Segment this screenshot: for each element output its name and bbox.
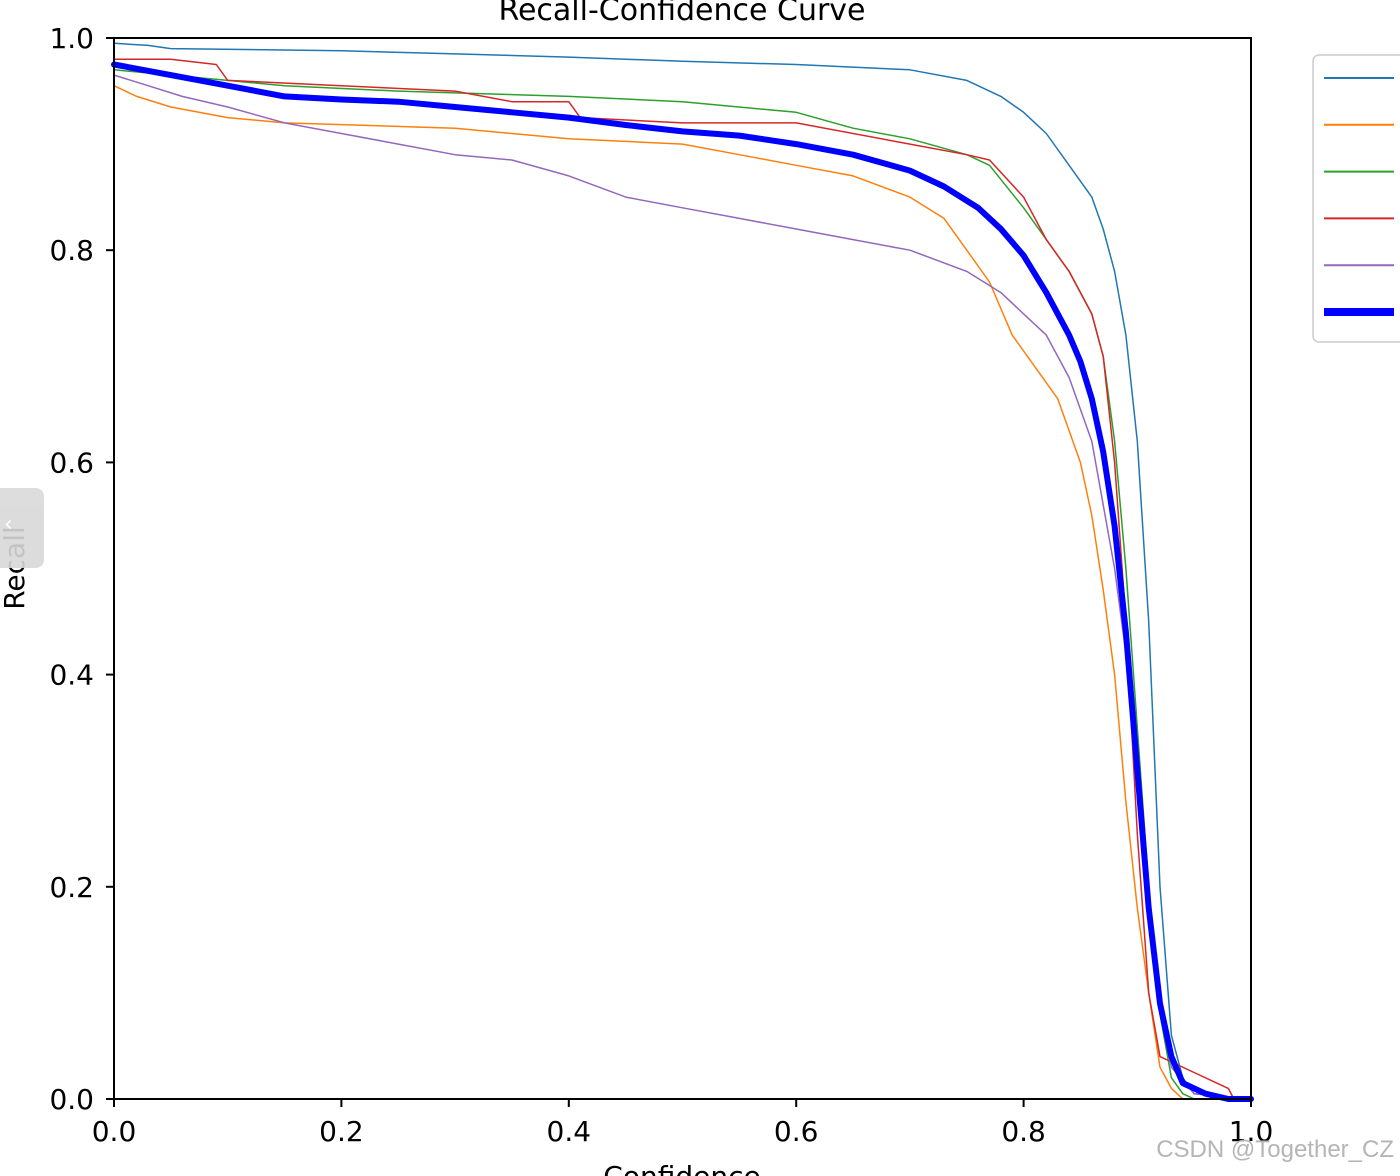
series-line-3 bbox=[113, 58, 1252, 1100]
series-line-0 bbox=[113, 42, 1252, 1100]
legend bbox=[1312, 54, 1400, 343]
series-layer bbox=[111, 42, 1254, 1102]
x-tick-label: 0.2 bbox=[319, 1115, 364, 1148]
axes-frame bbox=[113, 37, 1252, 1100]
x-tick-label: 0.0 bbox=[92, 1115, 137, 1148]
x-tick-label: 0.4 bbox=[547, 1115, 592, 1148]
y-ticks: 0.0 0.2 0.4 0.6 0.8 1.0 bbox=[49, 22, 114, 1116]
x-tick-label: 1.0 bbox=[1229, 1115, 1274, 1148]
chart-title: Recall-Confidence Curve bbox=[498, 0, 865, 28]
legend-box bbox=[1312, 54, 1400, 343]
y-tick-label: 0.4 bbox=[49, 659, 94, 692]
legend-items bbox=[1324, 77, 1394, 316]
y-tick-label: 0.6 bbox=[49, 446, 94, 479]
side-collapse-tab[interactable]: ‹ bbox=[0, 488, 44, 568]
x-tick-label: 0.8 bbox=[1001, 1115, 1046, 1148]
y-tick-label: 0.8 bbox=[49, 234, 94, 267]
x-axis-label: Confidence bbox=[603, 1160, 760, 1176]
watermark: CSDN @Together_CZ bbox=[1156, 1136, 1394, 1163]
chevron-left-icon: ‹ bbox=[4, 512, 13, 537]
x-ticks: 0.0 0.2 0.4 0.6 0.8 1.0 bbox=[92, 1099, 1274, 1148]
x-tick-label: 0.6 bbox=[774, 1115, 819, 1148]
y-tick-label: 0.2 bbox=[49, 871, 94, 904]
y-tick-label: 0.0 bbox=[49, 1083, 94, 1116]
series-line-5 bbox=[111, 61, 1254, 1102]
y-tick-label: 1.0 bbox=[49, 22, 94, 55]
series-line-1 bbox=[113, 84, 1252, 1100]
